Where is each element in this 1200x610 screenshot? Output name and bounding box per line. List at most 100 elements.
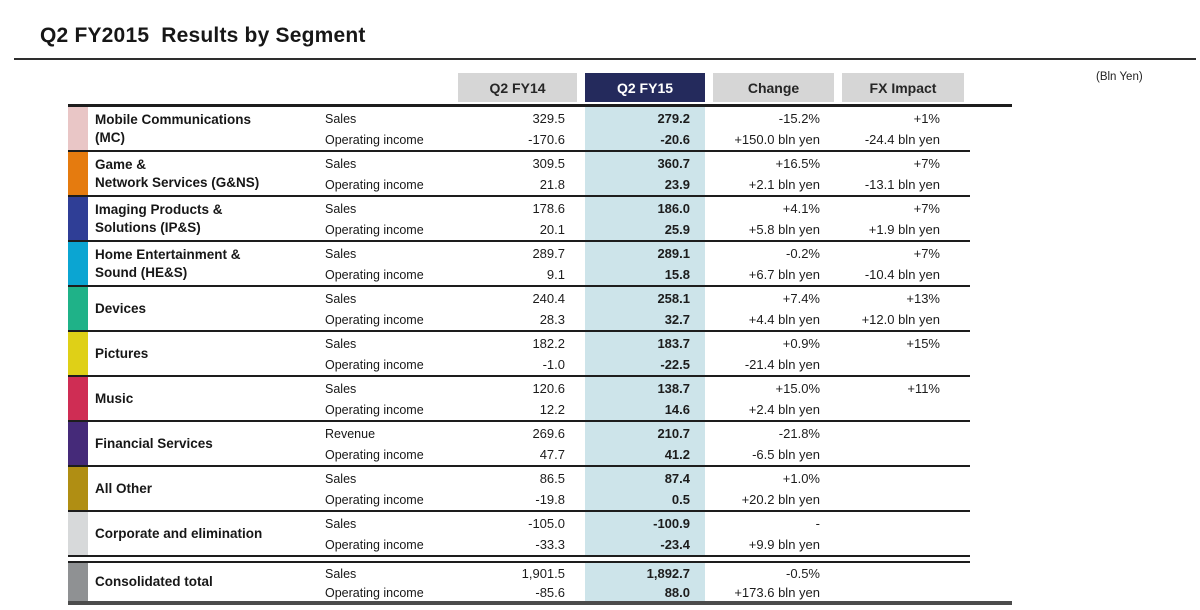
line-item-label: Operating income: [325, 312, 424, 327]
value-q2fy15: 23.9: [664, 177, 690, 192]
segment-line-2: Operating income 47.7 41.2 -6.5 bln yen: [325, 444, 970, 465]
line-item-label: Revenue: [325, 426, 376, 441]
value-q2fy15: 183.7: [657, 336, 690, 351]
value-fx-impact: +12.0 bln yen: [861, 312, 940, 327]
line-item-label: Sales: [325, 336, 357, 351]
value-fx-impact: +7%: [913, 156, 940, 171]
value-q2fy14: -170.6: [528, 132, 565, 147]
value-q2fy15: 32.7: [664, 312, 690, 327]
value-q2fy14: 1,901.5: [521, 566, 565, 581]
segment-color-tab: [68, 512, 88, 555]
segment-line-1: Sales 309.5 360.7 +16.5% +7%: [325, 153, 970, 174]
table-row: Financial Services Revenue 269.6 210.7 -…: [68, 422, 970, 467]
value-fx-impact: +7%: [913, 201, 940, 216]
segment-color-tab: [68, 467, 88, 510]
value-change: +0.9%: [782, 336, 820, 351]
line-item-label: Sales: [325, 111, 357, 126]
segment-line-2: Operating income -85.6 88.0 +173.6 bln y…: [325, 582, 970, 603]
value-change: +4.1%: [782, 201, 820, 216]
line-item-label: Operating income: [325, 357, 424, 372]
line-item-label: Sales: [325, 246, 357, 261]
segment-name: Devices: [95, 300, 147, 316]
value-q2fy14: 21.8: [539, 177, 565, 192]
value-q2fy15: 279.2: [657, 111, 690, 126]
value-q2fy14: 20.1: [539, 222, 565, 237]
value-q2fy14: -19.8: [535, 492, 565, 507]
segment-color-tab: [68, 107, 88, 150]
segment-line-1: Sales 182.2 183.7 +0.9% +15%: [325, 333, 970, 354]
value-fx-impact: -10.4 bln yen: [864, 267, 940, 282]
segment-color-tab: [68, 287, 88, 330]
segment-line-2: Operating income 28.3 32.7 +4.4 bln yen …: [325, 309, 970, 330]
line-item-label: Sales: [325, 516, 357, 531]
segment-name: Financial Services: [95, 435, 213, 451]
value-change: -: [815, 516, 820, 531]
value-change: +16.5%: [775, 156, 820, 171]
value-q2fy15: 87.4: [664, 471, 690, 486]
column-header-q2fy14: Q2 FY14: [458, 73, 577, 102]
segment-color-tab: [68, 377, 88, 420]
segment-line-1: Revenue 269.6 210.7 -21.8%: [325, 423, 970, 444]
table-top-rule: [68, 104, 1012, 107]
unit-note: (Bln Yen): [1096, 71, 1143, 83]
line-item-label: Sales: [325, 471, 357, 486]
line-item-label: Operating income: [325, 585, 424, 600]
value-q2fy15: -23.4: [660, 537, 690, 552]
value-change: +7.4%: [782, 291, 820, 306]
value-q2fy15: 186.0: [657, 201, 690, 216]
line-item-label: Operating income: [325, 402, 424, 417]
value-q2fy15: -20.6: [660, 132, 690, 147]
segment-line-1: Sales 178.6 186.0 +4.1% +7%: [325, 198, 970, 219]
value-q2fy15: 15.8: [664, 267, 690, 282]
value-q2fy15: 41.2: [664, 447, 690, 462]
line-item-label: Operating income: [325, 132, 424, 147]
column-header-q2fy15: Q2 FY15: [585, 73, 705, 102]
segment-line-1: Sales 240.4 258.1 +7.4% +13%: [325, 288, 970, 309]
value-q2fy14: 178.6: [532, 201, 565, 216]
value-fx-impact: -13.1 bln yen: [864, 177, 940, 192]
segment-color-tab: [68, 563, 88, 601]
double-line-divider: [68, 557, 970, 561]
line-item-label: Sales: [325, 201, 357, 216]
value-change: -0.5%: [786, 566, 820, 581]
line-item-label: Operating income: [325, 492, 424, 507]
line-item-label: Sales: [325, 156, 357, 171]
segment-line-1: Sales -105.0 -100.9 -: [325, 513, 970, 534]
table-row: Game & Network Services (G&NS) Sales 309.…: [68, 152, 970, 197]
table-row: Devices Sales 240.4 258.1 +7.4% +13% Ope…: [68, 287, 970, 332]
value-change: -6.5 bln yen: [752, 447, 820, 462]
segment-name: All Other: [95, 480, 153, 496]
value-change: +150.0 bln yen: [734, 132, 820, 147]
segment-color-tab: [68, 332, 88, 375]
value-q2fy14: -105.0: [528, 516, 565, 531]
segment-line-2: Operating income 12.2 14.6 +2.4 bln yen: [325, 399, 970, 420]
value-change: +6.7 bln yen: [748, 267, 820, 282]
segment-results-table: Mobile Communications (MC) Sales 329.5 27…: [68, 107, 970, 601]
value-change: +5.8 bln yen: [748, 222, 820, 237]
segment-line-2: Operating income -19.8 0.5 +20.2 bln yen: [325, 489, 970, 510]
segment-name: Mobile Communications (MC): [95, 111, 252, 145]
value-q2fy15: 258.1: [657, 291, 690, 306]
value-q2fy15: 25.9: [664, 222, 690, 237]
value-change: +173.6 bln yen: [734, 585, 820, 600]
value-fx-impact: +1%: [913, 111, 940, 126]
column-header-change: Change: [713, 73, 834, 102]
segment-line-2: Operating income -33.3 -23.4 +9.9 bln ye…: [325, 534, 970, 555]
segment-color-tab: [68, 197, 88, 240]
value-q2fy14: 28.3: [539, 312, 565, 327]
segment-rows: Mobile Communications (MC) Sales 329.5 27…: [68, 107, 970, 601]
line-item-label: Operating income: [325, 537, 424, 552]
table-row: Pictures Sales 182.2 183.7 +0.9% +15% Op…: [68, 332, 970, 377]
value-q2fy14: -1.0: [542, 357, 565, 372]
value-q2fy14: 309.5: [532, 156, 565, 171]
value-change: -21.8%: [778, 426, 820, 441]
value-fx-impact: +15%: [906, 336, 940, 351]
line-item-label: Sales: [325, 381, 357, 396]
value-q2fy14: 9.1: [546, 267, 565, 282]
value-fx-impact: -24.4 bln yen: [864, 132, 940, 147]
value-change: +4.4 bln yen: [748, 312, 820, 327]
table-row: Imaging Products & Solutions (IP&S) Sales…: [68, 197, 970, 242]
value-change: -21.4 bln yen: [744, 357, 820, 372]
fy15-column-highlight: [585, 107, 705, 601]
table-row: Consolidated total Sales 1,901.5 1,892.7…: [68, 561, 970, 601]
